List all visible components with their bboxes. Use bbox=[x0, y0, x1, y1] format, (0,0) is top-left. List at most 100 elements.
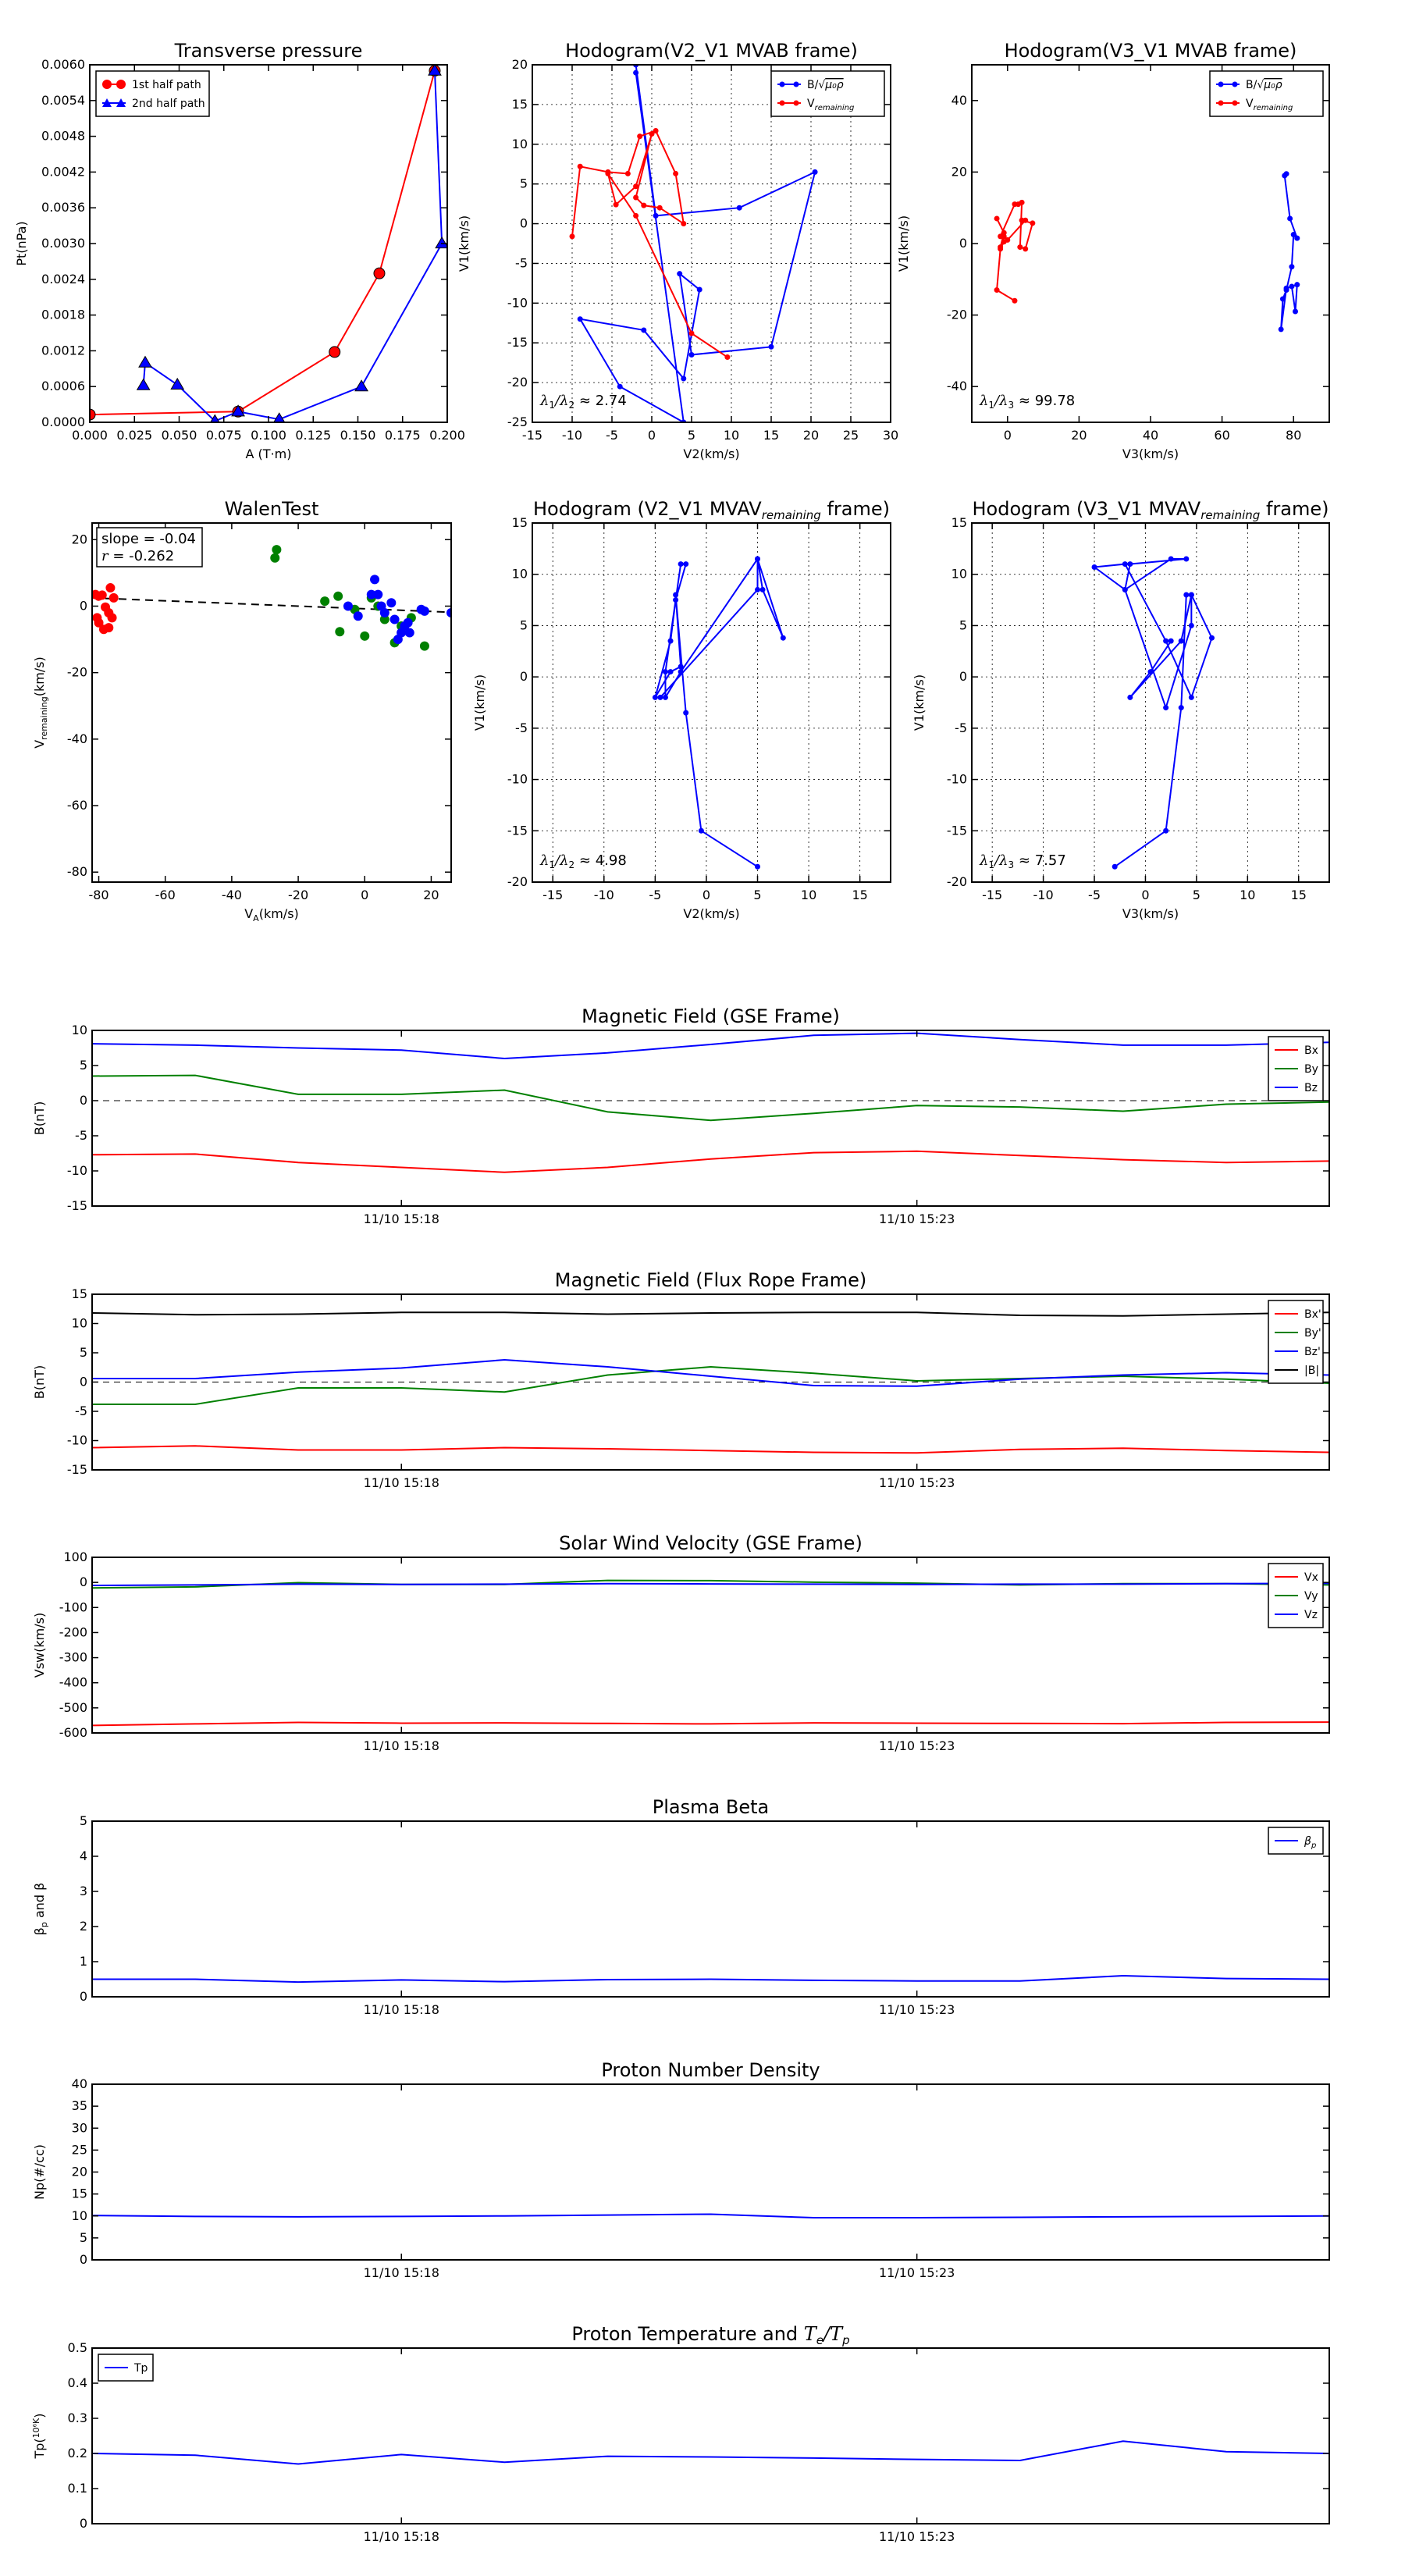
y-tick-label: -5 bbox=[75, 1404, 87, 1418]
y-tick-label: 0.0024 bbox=[41, 272, 85, 286]
y-tick-label: 20 bbox=[72, 532, 87, 546]
data-point bbox=[656, 205, 663, 211]
y-tick-label: 15 bbox=[72, 2186, 87, 2201]
data-point bbox=[678, 664, 684, 670]
data-point bbox=[1127, 561, 1133, 568]
data-point bbox=[1178, 638, 1184, 644]
y-tick-label: -200 bbox=[59, 1624, 87, 1639]
data-point bbox=[1287, 215, 1293, 222]
y-tick-label: -10 bbox=[67, 1163, 87, 1178]
legend: B/√μ₀ρ Vremaining bbox=[1209, 70, 1324, 117]
plot-frame bbox=[89, 64, 448, 423]
series-line bbox=[92, 1582, 1329, 1586]
legend-label: Bx bbox=[1304, 1044, 1318, 1057]
y-tick-label: 0.0030 bbox=[41, 236, 85, 251]
data-point bbox=[688, 351, 695, 358]
data-point bbox=[1030, 220, 1036, 226]
y-tick-label: 15 bbox=[72, 1286, 87, 1301]
data-point bbox=[231, 404, 245, 417]
data-point bbox=[683, 710, 689, 716]
x-tick-label: 20 bbox=[803, 428, 819, 443]
legend-box bbox=[770, 70, 885, 117]
y-tick-label: 20 bbox=[951, 164, 967, 179]
plot-frame bbox=[971, 64, 1330, 423]
y-tick-label: 0 bbox=[520, 669, 528, 684]
x-tick-label: 5 bbox=[753, 888, 761, 902]
y-tick-label: 20 bbox=[72, 2165, 87, 2179]
plot-frame bbox=[91, 2347, 1330, 2524]
y-tick-label: 0 bbox=[80, 2252, 87, 2267]
data-point bbox=[343, 601, 353, 611]
x-tick-label: 11/10 15:23 bbox=[879, 2529, 955, 2544]
data-point bbox=[1292, 308, 1298, 315]
x-tick-label: -10 bbox=[562, 428, 582, 443]
data-point bbox=[105, 583, 116, 593]
legend-box bbox=[95, 70, 210, 117]
data-point bbox=[673, 592, 679, 598]
data-point bbox=[673, 597, 679, 603]
chart-title: Magnetic Field (GSE Frame) bbox=[582, 1005, 840, 1027]
series-group bbox=[994, 171, 1300, 333]
y-tick-label: 3 bbox=[80, 1884, 87, 1898]
sqrt-symbol: √ bbox=[818, 79, 825, 91]
x-tick-label: 0.100 bbox=[251, 428, 286, 443]
data-point bbox=[1023, 217, 1029, 223]
y-tick-label: -10 bbox=[507, 772, 528, 787]
series-line bbox=[996, 201, 1034, 302]
legend: Vx Vy Vz bbox=[1268, 1563, 1324, 1628]
eigenvalue-ratio: λ1/λ3 ≈ 7.57 bbox=[979, 852, 1066, 870]
y-tick-label: 0 bbox=[80, 2516, 87, 2531]
x-tick-label: 20 bbox=[423, 888, 439, 902]
x-axis-label: V3(km/s) bbox=[1122, 906, 1179, 921]
data-point bbox=[273, 412, 286, 422]
chart-panel: 11/10 15:18 11/10 15:23 -15 -10 -5 0 5 10 15 Magn… bbox=[32, 1269, 1330, 1490]
legend-label: By bbox=[1304, 1063, 1318, 1076]
data-point bbox=[379, 614, 389, 624]
x-tick-label: -60 bbox=[155, 888, 176, 902]
legend-label: Vz bbox=[1304, 1609, 1318, 1621]
x-tick-label: 0 bbox=[702, 888, 710, 902]
legend-marker bbox=[793, 81, 799, 87]
y-axis-label: V1(km/s) bbox=[912, 674, 927, 731]
sqrt-symbol: √ bbox=[1257, 79, 1264, 91]
data-point bbox=[577, 316, 583, 322]
data-point bbox=[335, 627, 345, 637]
y-tick-label: 15 bbox=[512, 97, 528, 112]
x-tick-label: 11/10 15:23 bbox=[879, 1475, 955, 1490]
chart-panel: 0 20 40 60 80 -40 -20 0 20 40 Hodogram(V3_V1 MVAB … bbox=[896, 40, 1330, 461]
y-tick-label: -15 bbox=[507, 823, 528, 838]
y-tick-label: 0.0006 bbox=[41, 379, 85, 393]
chart-title: WalenTest bbox=[225, 498, 319, 520]
data-point bbox=[1019, 199, 1025, 205]
y-axis-label: Vremaining(km/s) bbox=[32, 656, 49, 749]
data-point bbox=[1283, 285, 1289, 291]
x-tick-label: 5 bbox=[688, 428, 695, 443]
y-tick-label: -600 bbox=[59, 1725, 87, 1740]
x-tick-label: 0.200 bbox=[429, 428, 465, 443]
data-point bbox=[1023, 246, 1029, 252]
data-point bbox=[994, 215, 1000, 222]
x-tick-label: 30 bbox=[883, 428, 898, 443]
x-tick-label: 15 bbox=[1291, 888, 1307, 902]
y-tick-label: 25 bbox=[72, 2142, 87, 2157]
data-point bbox=[370, 575, 380, 585]
data-point bbox=[360, 631, 370, 641]
y-axis-label: B(nT) bbox=[32, 1365, 47, 1399]
data-point bbox=[673, 170, 679, 176]
y-tick-label: 0 bbox=[80, 1375, 87, 1389]
data-point bbox=[696, 286, 702, 293]
y-tick-label: -15 bbox=[67, 1198, 87, 1213]
series-line bbox=[92, 1074, 1329, 1122]
y-tick-label: 5 bbox=[520, 176, 528, 191]
y-tick-label: -500 bbox=[59, 1700, 87, 1715]
data-point bbox=[435, 237, 447, 249]
data-point bbox=[138, 355, 152, 368]
data-point bbox=[333, 591, 343, 601]
data-point bbox=[373, 267, 386, 279]
legend-label: Vremaining bbox=[807, 98, 854, 112]
plot-frame bbox=[532, 64, 891, 423]
data-point bbox=[1279, 296, 1286, 302]
y-tick-label: 10 bbox=[512, 137, 528, 151]
legend-label: Bz bbox=[1304, 1082, 1318, 1094]
fit-stat: r = -0.262 bbox=[101, 548, 174, 564]
